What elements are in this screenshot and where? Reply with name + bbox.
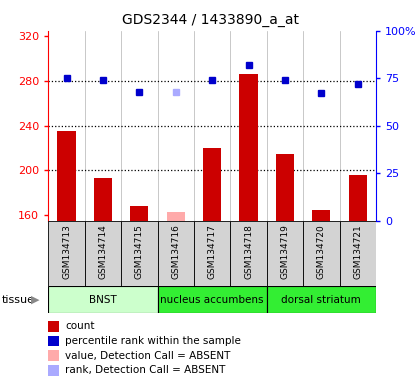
Text: BNST: BNST [89,295,117,305]
Bar [239,74,257,221]
Bar [312,210,331,221]
Bar [267,286,376,313]
Bar [339,221,376,286]
Bar [48,221,85,286]
Text: GSM134717: GSM134717 [207,224,217,279]
Text: GDS2344 / 1433890_a_at: GDS2344 / 1433890_a_at [121,13,299,27]
Text: GSM134716: GSM134716 [171,224,180,279]
Text: nucleus accumbens: nucleus accumbens [160,295,264,305]
Text: GSM134718: GSM134718 [244,224,253,279]
Bar [349,175,367,221]
Bar [267,221,303,286]
Text: count: count [65,321,94,331]
Text: GSM134713: GSM134713 [62,224,71,279]
Bar [85,221,121,286]
Text: tissue: tissue [2,295,35,305]
Bar [130,206,148,221]
Bar [58,131,76,221]
Text: GSM134720: GSM134720 [317,224,326,279]
Text: percentile rank within the sample: percentile rank within the sample [65,336,241,346]
Text: dorsal striatum: dorsal striatum [281,295,361,305]
Bar [276,154,294,221]
Bar [158,286,267,313]
Bar [203,148,221,221]
Bar [158,221,194,286]
Bar [167,212,185,221]
Text: rank, Detection Call = ABSENT: rank, Detection Call = ABSENT [65,365,226,375]
Bar [48,286,158,313]
Text: GSM134715: GSM134715 [135,224,144,279]
Text: GSM134719: GSM134719 [281,224,289,279]
Bar [230,221,267,286]
Bar [303,221,339,286]
Text: value, Detection Call = ABSENT: value, Detection Call = ABSENT [65,351,231,361]
Text: GSM134714: GSM134714 [98,224,108,279]
Text: ▶: ▶ [31,295,39,305]
Bar [94,178,112,221]
Text: GSM134721: GSM134721 [353,224,362,279]
Bar [194,221,230,286]
Bar [121,221,158,286]
